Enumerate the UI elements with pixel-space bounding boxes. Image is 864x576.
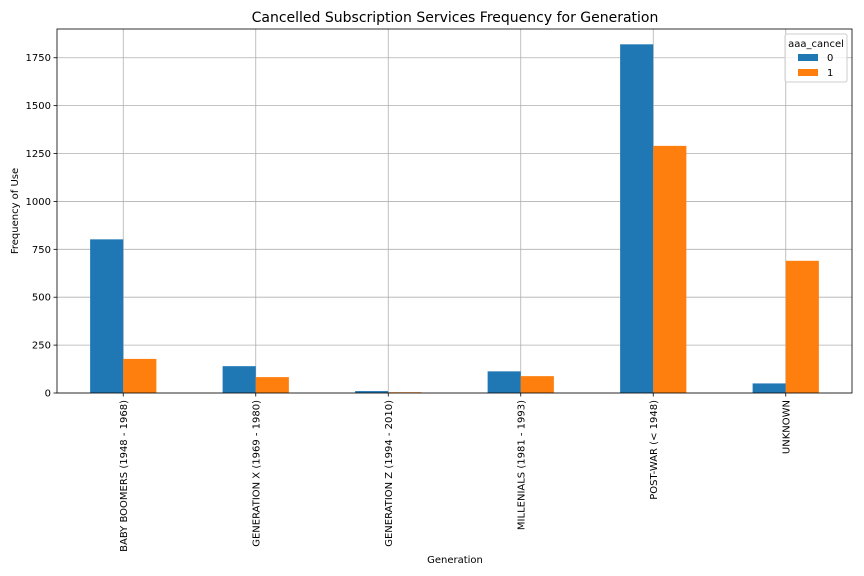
bar-series-1	[255, 377, 289, 393]
bar-series-0	[487, 371, 521, 393]
y-tick-label: 1500	[26, 101, 51, 112]
chart-title: Cancelled Subscription Services Frequenc…	[252, 10, 659, 26]
x-tick-label: GENERATION X (1969 - 1980)	[251, 400, 262, 547]
bar-series-1	[520, 376, 554, 393]
legend-label-0: 0	[827, 53, 833, 64]
bars	[90, 44, 819, 393]
legend-label-1: 1	[827, 68, 833, 79]
y-tick-label: 1000	[26, 197, 51, 208]
plot-frame	[56, 28, 853, 394]
bar-series-0	[355, 391, 389, 393]
y-tick-label: 1250	[26, 149, 51, 160]
y-tick-label: 1750	[26, 53, 51, 64]
bar-series-0	[752, 383, 786, 393]
bar-series-1	[653, 145, 687, 393]
legend-swatch-0	[798, 54, 818, 61]
y-axis-label: Frequency of Use	[10, 168, 21, 254]
x-axis-label: Generation	[427, 555, 483, 566]
x-tick-label: BABY BOOMERS (1948 - 1968)	[119, 400, 130, 552]
y-axis-ticks: 0 250 500 750 1000 1250 1500 1750	[26, 53, 57, 400]
bar-series-0	[222, 366, 256, 393]
bar-series-1	[785, 260, 819, 393]
bar-series-1	[123, 358, 157, 393]
x-axis-ticks: BABY BOOMERS (1948 - 1968) GENERATION X (…	[119, 393, 792, 552]
legend-swatch-1	[798, 69, 818, 76]
x-tick-label: MILLENIALS (1981 - 1993)	[516, 400, 527, 530]
x-tick-label: POST-WAR (< 1948)	[649, 400, 660, 500]
x-tick-label: GENERATION Z (1994 - 2010)	[384, 400, 395, 547]
legend-title: aaa_cancel	[788, 39, 844, 50]
y-tick-label: 500	[32, 293, 51, 304]
y-tick-label: 750	[32, 245, 51, 256]
grid-lines	[57, 29, 852, 394]
y-tick-label: 0	[45, 389, 51, 400]
bar-series-0	[620, 44, 654, 393]
y-tick-label: 250	[32, 341, 51, 352]
legend: aaa_cancel 0 1	[784, 33, 848, 83]
bar-series-0	[90, 239, 124, 393]
x-tick-label: UNKNOWN	[781, 400, 792, 454]
